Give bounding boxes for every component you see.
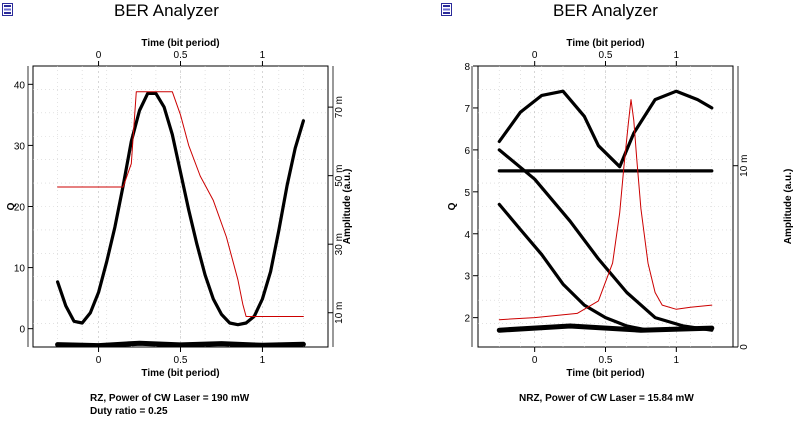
x-tick-label-top: 0.5 (174, 50, 188, 61)
y-left-tick-label: 7 (464, 104, 470, 115)
series-eye-diagram-baseline (55, 340, 306, 347)
caption-line: NRZ, Power of CW Laser = 15.84 mW (519, 393, 694, 404)
x-tick-label-bottom: 1 (260, 355, 266, 366)
window-title: BER Analyzer (553, 1, 658, 20)
y-left-tick-label: 10 (14, 264, 26, 275)
y-axis-title-right: Amplitude (a.u.) (783, 169, 794, 245)
y-axis-title-left: Q (447, 202, 458, 210)
x-tick-label-bottom: 1 (674, 355, 680, 366)
y-right-tick-label: 30 m (334, 233, 345, 255)
y-left-tick-label: 20 (14, 203, 26, 214)
y-left-tick-label: 2 (464, 314, 470, 325)
x-tick-label-bottom: 0 (532, 355, 538, 366)
x-axis-title-top: Time (bit period) (141, 38, 219, 49)
x-axis-title-bottom: Time (bit period) (141, 368, 219, 379)
y-right-tick-label: 70 m (334, 96, 345, 118)
window-title: BER Analyzer (114, 1, 219, 20)
y-axis-title-left: Q (6, 202, 17, 210)
y-left-tick-label: 8 (464, 62, 470, 73)
ber-chart-left: 0 0 0.5 0.5 1 1 Time (bit period) Time (bit per… (6, 38, 353, 379)
ber-chart-right: 0 0 0.5 0.5 1 1 Time (bit period) Time (bit per… (447, 38, 794, 379)
x-tick-label-top: 1 (674, 50, 680, 61)
y-left-tick-label: 3 (464, 272, 470, 283)
x-tick-label-top: 0.5 (599, 50, 613, 61)
x-tick-label-top: 1 (260, 50, 266, 61)
series-group (55, 91, 306, 347)
x-axis-title-top: Time (bit period) (566, 38, 644, 49)
y-left-tick-label: 40 (14, 80, 26, 91)
x-tick-label-bottom: 0.5 (599, 355, 613, 366)
chart-caption: NRZ, Power of CW Laser = 15.84 mW (519, 392, 694, 405)
x-tick-label-top: 0 (532, 50, 538, 61)
caption-line: Duty ratio = 0.25 (90, 406, 168, 417)
x-tick-label-bottom: 0 (96, 355, 102, 366)
x-tick-label-bottom: 0.5 (174, 355, 188, 366)
series-eye-diagram-traces (55, 91, 305, 327)
y-left-tick-label: 6 (464, 146, 470, 157)
ber-analyzer-panel-right: BER Analyzer 0 0 0.5 0.5 1 1 Time (bit period)… (403, 0, 806, 436)
caption-line: RZ, Power of CW Laser = 190 mW (90, 393, 250, 404)
y-right-tick-label: 0 (739, 344, 750, 350)
y-left-tick-label: 30 (14, 141, 26, 152)
y-left-tick-label: 4 (464, 230, 470, 241)
series-group (496, 89, 715, 333)
series-q-factor (498, 99, 713, 321)
series-eye-diagram-top (497, 89, 714, 169)
ber-analyzer-panel-left: BER Analyzer 0 0 0.5 0.5 1 1 Time (bit period)… (2, 1, 353, 418)
y-right-tick-label: 50 m (334, 165, 345, 187)
y-right-tick-label: 10 m (334, 302, 345, 324)
chart-caption: RZ, Power of CW Laser = 190 mW Duty rati… (90, 392, 249, 418)
series-eye-diagram-falling (497, 202, 650, 332)
y-right-tick-label: 10 m (739, 155, 750, 177)
y-left-tick-label: 0 (19, 325, 25, 336)
ber-analyzer-app-icon[interactable] (441, 3, 452, 16)
series-q-factor (57, 91, 304, 317)
series-eye-diagram-floor (496, 323, 715, 333)
x-axis-title-bottom: Time (bit period) (566, 368, 644, 379)
series-eye-diagram-crossing (497, 148, 714, 332)
ber-analyzer-app-icon[interactable] (2, 3, 13, 16)
y-axis-title-right: Amplitude (a.u.) (342, 169, 353, 245)
y-left-tick-label: 5 (464, 188, 470, 199)
x-tick-label-top: 0 (96, 50, 102, 61)
